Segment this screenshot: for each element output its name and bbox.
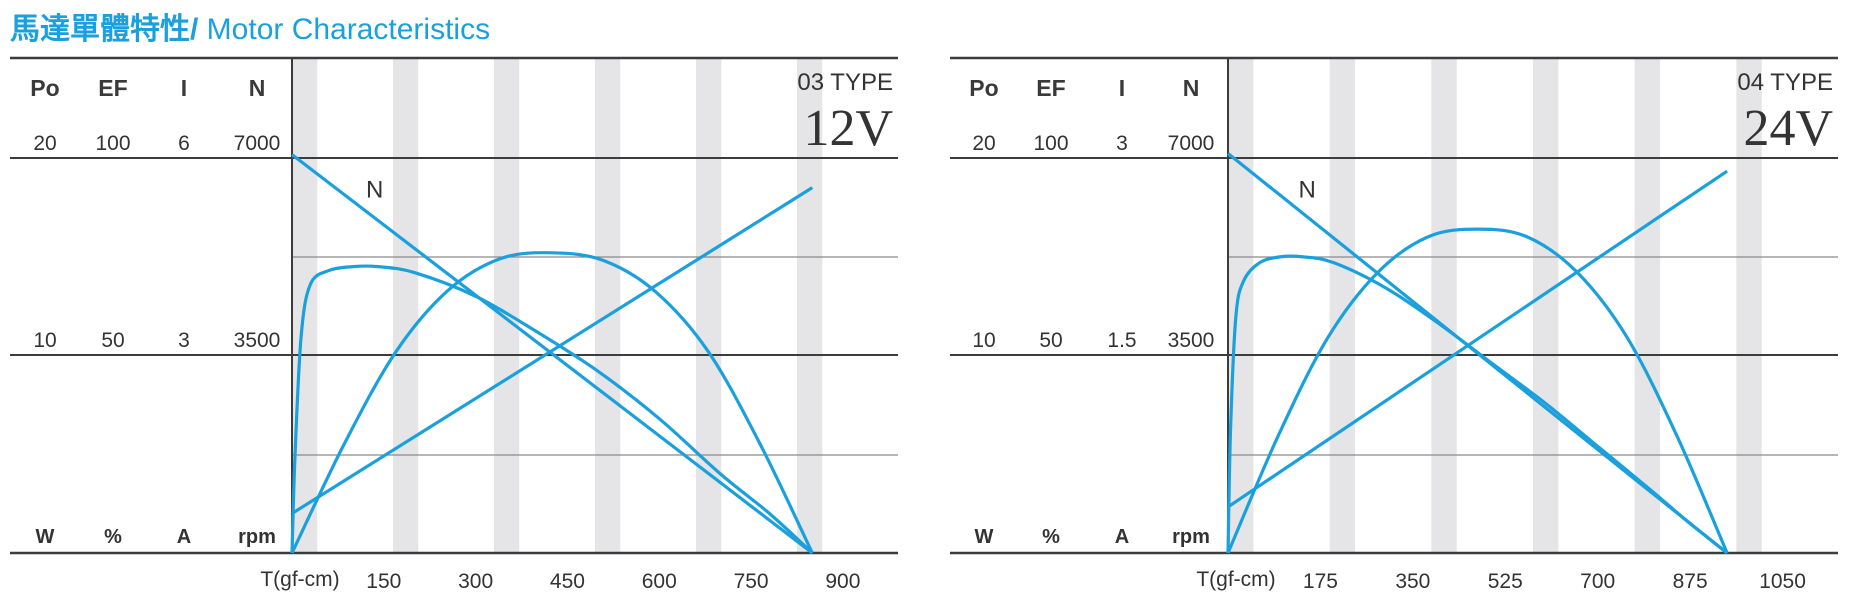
axis-unit-I: A xyxy=(177,526,191,548)
x-tick-label: 1050 xyxy=(1759,570,1806,593)
axis-header-N: N xyxy=(1183,75,1200,101)
axis-header-EF: EF xyxy=(1036,75,1065,101)
axis-unit-Po: W xyxy=(36,526,55,548)
chart-panel-1: Po 20 10 W EF 100 50% I 6 3 A N 7000 3500 rpm T(gf-cm) 1… xyxy=(10,56,898,593)
x-tick-label: 600 xyxy=(642,570,677,593)
axis-max-label-N: 7000 xyxy=(1168,132,1215,155)
grid-band xyxy=(1431,58,1457,553)
grid-band xyxy=(494,58,520,553)
page-title: 馬達單體特性/ Motor Characteristics xyxy=(10,4,490,48)
chart-panel-2: Po 20 10 W EF 100 50% I 3 1.5 A N 7000 3500 rpm T(gf-cm… xyxy=(950,56,1838,593)
axis-header-I: I xyxy=(1119,75,1125,101)
curve-Po xyxy=(1226,227,1729,554)
axis-mid-label-N: 3500 xyxy=(234,329,281,352)
axis-header-I: I xyxy=(181,75,187,101)
grid-band xyxy=(1634,58,1661,553)
axis-mid-label-I: 3 xyxy=(178,329,190,352)
type-label: 04 TYPE xyxy=(1737,69,1833,96)
axis-mid-label-N: 3500 xyxy=(1168,329,1215,352)
page-title-zh: 馬達單體特性/ xyxy=(10,13,199,46)
curve-EF xyxy=(290,264,814,555)
axis-unit-EF: % xyxy=(1042,526,1060,548)
voltage-label: 24V xyxy=(1743,100,1833,157)
axis-max-label-I: 6 xyxy=(178,132,190,155)
x-tick-label: 175 xyxy=(1303,570,1338,593)
curve-N xyxy=(291,153,814,555)
x-tick-label: 900 xyxy=(825,570,860,593)
grid-band xyxy=(797,58,823,553)
x-axis-title: T(gf-cm) xyxy=(1196,568,1275,591)
curve-I xyxy=(1227,169,1728,509)
voltage-label: 12V xyxy=(803,100,893,157)
axis-header-Po: Po xyxy=(969,75,998,101)
curve-I xyxy=(291,186,814,515)
curve-label-N: N xyxy=(366,177,383,204)
axis-unit-N: rpm xyxy=(1172,526,1210,548)
x-tick-label: 875 xyxy=(1673,570,1708,593)
page-title-en: Motor Characteristics xyxy=(198,13,491,46)
x-tick-label: 350 xyxy=(1395,570,1430,593)
axis-max-label-I: 3 xyxy=(1116,132,1128,155)
axis-unit-EF: % xyxy=(104,526,122,548)
grid-band xyxy=(1533,58,1559,553)
axis-header-N: N xyxy=(249,75,266,101)
axis-unit-N: rpm xyxy=(238,526,276,548)
axis-mid-label-Po: 10 xyxy=(33,329,56,352)
grid-band xyxy=(1736,58,1762,553)
x-tick-label: 750 xyxy=(734,570,769,593)
curve-Po xyxy=(290,251,814,554)
curve-label-N: N xyxy=(1299,177,1316,204)
axis-max-label-EF: 100 xyxy=(1033,132,1068,155)
x-axis-title: T(gf-cm) xyxy=(260,568,339,591)
grid-band xyxy=(1228,58,1254,553)
grid-band xyxy=(595,58,621,553)
axis-max-label-EF: 100 xyxy=(95,132,130,155)
axis-mid-label-EF: 50 xyxy=(101,329,124,352)
axis-max-label-Po: 20 xyxy=(33,132,56,155)
x-tick-label: 450 xyxy=(550,570,585,593)
curve-EF xyxy=(1226,254,1729,555)
grid-band xyxy=(393,58,419,553)
axis-header-EF: EF xyxy=(98,75,127,101)
axis-unit-I: A xyxy=(1115,526,1129,548)
axis-header-Po: Po xyxy=(30,75,59,101)
type-label: 03 TYPE xyxy=(797,69,893,96)
axis-max-label-N: 7000 xyxy=(234,132,281,155)
x-tick-label: 700 xyxy=(1580,570,1615,593)
axis-mid-label-EF: 50 xyxy=(1039,329,1062,352)
axis-max-label-Po: 20 xyxy=(972,132,995,155)
x-tick-label: 150 xyxy=(366,570,401,593)
x-tick-label: 525 xyxy=(1488,570,1523,593)
x-tick-label: 300 xyxy=(458,570,493,593)
axis-mid-label-I: 1.5 xyxy=(1107,329,1136,352)
axis-mid-label-Po: 10 xyxy=(972,329,995,352)
axis-unit-Po: W xyxy=(975,526,994,548)
